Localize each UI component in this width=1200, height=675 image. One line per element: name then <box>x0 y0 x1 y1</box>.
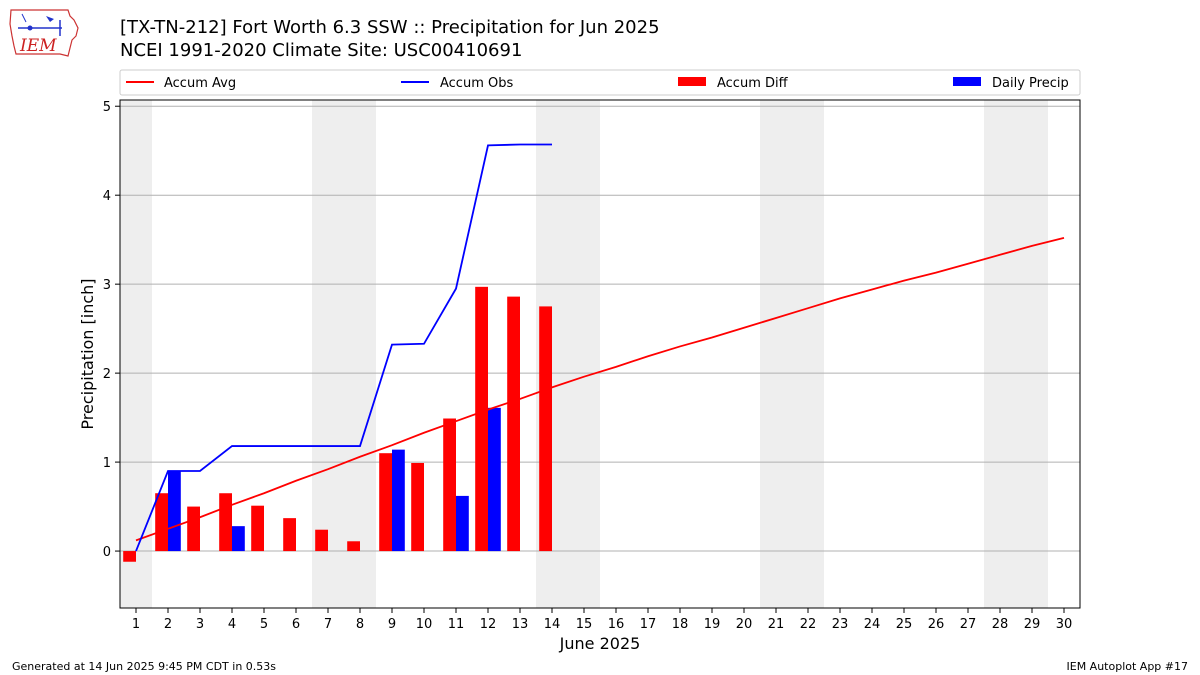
x-axis-title: June 2025 <box>559 634 641 653</box>
y-tick-label: 2 <box>103 367 111 382</box>
x-tick-label: 11 <box>448 617 465 632</box>
y-tick-label: 5 <box>103 100 111 115</box>
legend-accum-obs-label: Accum Obs <box>440 76 513 91</box>
x-tick-label: 26 <box>928 617 945 632</box>
accum-diff-bar <box>123 551 136 562</box>
daily-precip-bar <box>168 470 181 552</box>
daily-precip-bar <box>232 526 245 552</box>
chart-title: [TX-TN-212] Fort Worth 6.3 SSW :: Precip… <box>120 17 660 38</box>
y-tick-label: 4 <box>103 189 111 204</box>
x-tick-label: 15 <box>576 617 593 632</box>
accum-diff-bar <box>539 306 552 552</box>
daily-precip-bar <box>392 449 405 552</box>
x-tick-label: 2 <box>164 617 172 632</box>
x-tick-label: 25 <box>896 617 913 632</box>
generated-timestamp: Generated at 14 Jun 2025 9:45 PM CDT in … <box>12 660 277 673</box>
y-axis-title: Precipitation [inch] <box>78 278 97 429</box>
legend-daily-precip-swatch <box>953 77 981 86</box>
accum-diff-bar <box>251 505 264 552</box>
x-tick-label: 19 <box>704 617 721 632</box>
iem-logo: IEM <box>8 6 80 58</box>
weekend-shade <box>760 100 792 608</box>
weekend-shade <box>792 100 824 608</box>
legend-accum-diff-swatch <box>678 77 706 86</box>
weekend-shade <box>568 100 600 608</box>
x-tick-label: 14 <box>544 617 561 632</box>
weekend-shade <box>1016 100 1048 608</box>
x-tick-label: 29 <box>1024 617 1041 632</box>
x-tick-label: 23 <box>832 617 849 632</box>
iowa-state-outline-icon: IEM <box>9 9 79 57</box>
weekend-shade <box>120 100 152 608</box>
x-tick-label: 21 <box>768 617 785 632</box>
chart-subtitle: NCEI 1991-2020 Climate Site: USC00410691 <box>120 40 523 61</box>
weekend-shade <box>344 100 376 608</box>
accum-diff-bar <box>411 462 424 552</box>
x-tick-label: 1 <box>132 617 140 632</box>
x-tick-label: 28 <box>992 617 1009 632</box>
plot-frame <box>119 99 1081 609</box>
y-tick-label: 3 <box>103 278 111 293</box>
svg-text:IEM: IEM <box>19 36 57 56</box>
accum-diff-bar <box>155 493 168 552</box>
accum-diff-bar <box>475 286 488 552</box>
x-tick-label: 9 <box>388 617 396 632</box>
y-tick-label: 1 <box>103 456 111 471</box>
x-tick-label: 5 <box>260 617 268 632</box>
legend-box <box>119 69 1081 96</box>
x-tick-label: 16 <box>608 617 625 632</box>
x-tick-label: 13 <box>512 617 529 632</box>
x-tick-label: 3 <box>196 617 204 632</box>
accum-avg-line <box>135 237 1065 542</box>
legend-accum-diff-label: Accum Diff <box>717 76 789 91</box>
x-tick-label: 24 <box>864 617 881 632</box>
x-tick-label: 18 <box>672 617 689 632</box>
x-tick-label: 22 <box>800 617 817 632</box>
legend-daily-precip-label: Daily Precip <box>992 76 1069 91</box>
weekend-shade <box>312 100 344 608</box>
legend-accum-avg-label: Accum Avg <box>164 76 236 91</box>
accum-diff-bar <box>507 296 520 552</box>
accum-diff-bar <box>379 453 392 552</box>
x-tick-label: 30 <box>1056 617 1073 632</box>
x-tick-label: 6 <box>292 617 300 632</box>
x-tick-label: 12 <box>480 617 497 632</box>
x-tick-label: 10 <box>416 617 433 632</box>
accum-diff-bar <box>219 493 232 552</box>
daily-precip-bar <box>488 407 501 552</box>
accum-obs-line <box>135 143 552 552</box>
x-tick-label: 8 <box>356 617 364 632</box>
x-tick-label: 17 <box>640 617 657 632</box>
daily-precip-bar <box>456 495 469 552</box>
x-tick-label: 20 <box>736 617 753 632</box>
x-tick-label: 27 <box>960 617 977 632</box>
x-tick-label: 4 <box>228 617 236 632</box>
app-credit: IEM Autoplot App #17 <box>1066 660 1189 673</box>
y-tick-label: 0 <box>103 545 111 560</box>
accum-diff-bar <box>347 541 360 552</box>
accum-diff-bar <box>187 506 200 552</box>
x-tick-label: 7 <box>324 617 332 632</box>
accum-diff-bar <box>443 418 456 552</box>
accum-diff-bar <box>283 518 296 552</box>
accum-diff-bar <box>315 529 328 552</box>
weekend-shade <box>984 100 1016 608</box>
